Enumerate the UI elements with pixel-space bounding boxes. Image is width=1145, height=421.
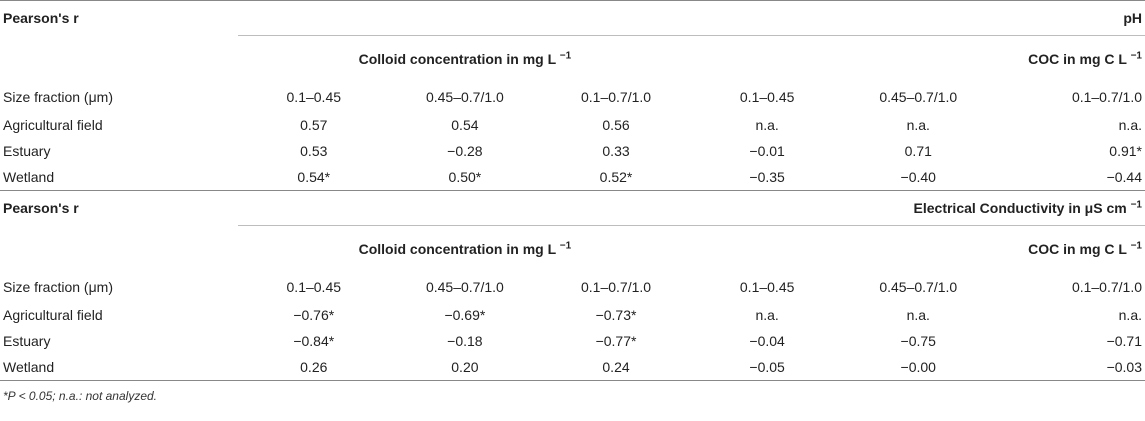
fraction-cell: 0.1–0.7/1.0 xyxy=(1071,89,1142,105)
value-cell: 0.71 xyxy=(904,143,932,159)
value-cell: −0.75 xyxy=(900,333,936,349)
table-row: Agricultural field −0.76* −0.69* −0.73* … xyxy=(0,302,1145,328)
fraction-cell: 0.1–0.45 xyxy=(739,279,795,295)
value-cell: 0.91* xyxy=(1109,143,1142,159)
variable-header-ec: Electrical Conductivity in μS cm −1 xyxy=(238,190,1145,226)
group-header-coc: COC in mg C L −1 xyxy=(1028,50,1142,67)
block1-header-row: Pearson's r pH xyxy=(0,0,1145,36)
value-cell: −0.40 xyxy=(900,169,936,185)
value-cell: −0.04 xyxy=(749,333,785,349)
table-footnote: *P < 0.05; n.a.: not analyzed. xyxy=(3,389,157,403)
value-cell: 0.53 xyxy=(300,143,328,159)
value-cell: −0.84* xyxy=(293,333,335,349)
block2-header-row: Pearson's r Electrical Conductivity in μ… xyxy=(0,190,1145,226)
value-cell: n.a. xyxy=(906,307,930,323)
value-cell: 0.57 xyxy=(300,117,328,133)
value-cell: n.a. xyxy=(755,307,779,323)
size-fraction-label: Size fraction (μm) xyxy=(3,279,113,295)
value-cell: 0.24 xyxy=(540,354,692,381)
value-cell: n.a. xyxy=(906,117,930,133)
group-header-coc: COC in mg C L −1 xyxy=(1028,240,1142,257)
table-row: Estuary −0.84* −0.18 −0.77* −0.04 −0.75 … xyxy=(0,328,1145,354)
value-cell: −0.71 xyxy=(1106,333,1142,349)
value-cell: 0.54* xyxy=(297,169,331,185)
site-label: Agricultural field xyxy=(3,307,103,323)
corner-label: Pearson's r xyxy=(0,0,239,36)
table-row: Wetland 0.26 0.20 0.24 −0.05 −0.00 −0.03 xyxy=(0,354,1145,381)
fraction-cell: 0.1–0.7/1.0 xyxy=(580,279,652,295)
site-label: Estuary xyxy=(3,143,51,159)
value-cell: −0.76* xyxy=(293,307,335,323)
table-row: Agricultural field 0.57 0.54 0.56 n.a. n… xyxy=(0,112,1145,138)
value-cell: n.a. xyxy=(755,117,779,133)
fraction-cell: 0.1–0.7/1.0 xyxy=(1071,279,1142,295)
site-label: Wetland xyxy=(3,169,55,185)
fraction-cell: 0.45–0.7/1.0 xyxy=(425,279,504,295)
value-cell: 0.26 xyxy=(238,354,390,381)
correlation-table: Pearson's r pH Colloid concentration in … xyxy=(0,0,1145,381)
fraction-cell: 0.1–0.45 xyxy=(286,89,342,105)
fraction-cell: 0.1–0.7/1.0 xyxy=(580,89,652,105)
value-cell: −0.03 xyxy=(993,354,1145,381)
value-cell: 0.20 xyxy=(389,354,541,381)
block1-group-row: Colloid concentration in mg L −1 COC in … xyxy=(0,36,1145,83)
group-header-colloid: Colloid concentration in mg L −1 xyxy=(358,240,572,257)
block2-fraction-row: Size fraction (μm) 0.1–0.45 0.45–0.7/1.0… xyxy=(0,272,1145,302)
value-cell: n.a. xyxy=(1118,307,1142,323)
value-cell: 0.54 xyxy=(451,117,479,133)
site-label: Agricultural field xyxy=(3,117,103,133)
fraction-cell: 0.45–0.7/1.0 xyxy=(425,89,504,105)
value-cell: −0.44 xyxy=(1106,169,1142,185)
site-label: Estuary xyxy=(3,333,51,349)
corner-label: Pearson's r xyxy=(0,190,239,226)
value-cell: 0.56 xyxy=(602,117,630,133)
value-cell: −0.18 xyxy=(447,333,483,349)
table-row: Estuary 0.53 −0.28 0.33 −0.01 0.71 0.91* xyxy=(0,138,1145,164)
fraction-cell: 0.45–0.7/1.0 xyxy=(879,279,958,295)
fraction-cell: 0.1–0.45 xyxy=(286,279,342,295)
fraction-cell: 0.1–0.45 xyxy=(739,89,795,105)
value-cell: −0.00 xyxy=(842,354,994,381)
value-cell: −0.35 xyxy=(749,169,785,185)
value-cell: −0.77* xyxy=(595,333,637,349)
table-row: Wetland 0.54* 0.50* 0.52* −0.35 −0.40 −0… xyxy=(0,164,1145,191)
value-cell: −0.28 xyxy=(447,143,483,159)
value-cell: −0.05 xyxy=(691,354,843,381)
value-cell: 0.33 xyxy=(602,143,630,159)
value-cell: 0.52* xyxy=(599,169,633,185)
group-header-colloid: Colloid concentration in mg L −1 xyxy=(358,50,572,67)
value-cell: −0.01 xyxy=(749,143,785,159)
value-cell: −0.73* xyxy=(595,307,637,323)
size-fraction-label: Size fraction (μm) xyxy=(3,89,113,105)
block2-group-row: Colloid concentration in mg L −1 COC in … xyxy=(0,226,1145,273)
value-cell: −0.69* xyxy=(444,307,486,323)
value-cell: n.a. xyxy=(1118,117,1142,133)
value-cell: 0.50* xyxy=(448,169,482,185)
variable-header-ph: pH xyxy=(238,0,1145,36)
fraction-cell: 0.45–0.7/1.0 xyxy=(879,89,958,105)
block1-fraction-row: Size fraction (μm) 0.1–0.45 0.45–0.7/1.0… xyxy=(0,82,1145,112)
site-label: Wetland xyxy=(0,354,239,381)
